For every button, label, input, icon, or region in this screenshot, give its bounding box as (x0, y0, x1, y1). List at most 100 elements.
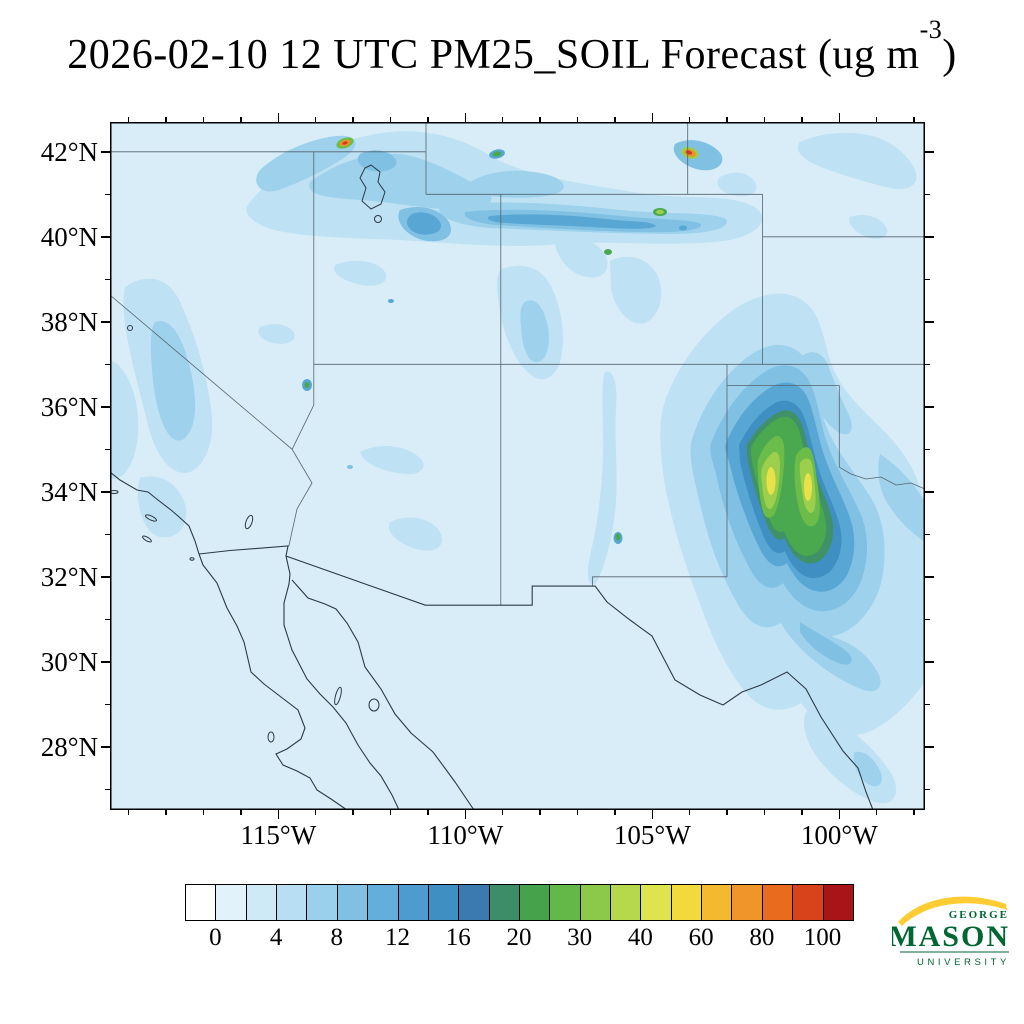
colorbar-cell (428, 885, 459, 920)
state-borders (110, 122, 925, 606)
colorbar-cell (368, 885, 398, 920)
tick-mark (105, 448, 110, 450)
colorbar-cell (519, 885, 550, 920)
great-salt-lake (359, 164, 386, 210)
figure-title-text: 2026-02-10 12 UTC PM25_SOIL Forecast (ug… (67, 32, 920, 78)
tiburon-island (368, 698, 380, 712)
tick-mark (614, 117, 616, 122)
colorbar-cell (307, 885, 337, 920)
colorbar (185, 884, 854, 921)
tick-mark (105, 193, 110, 195)
colorbar-cell (246, 885, 277, 920)
colorbar-tick-label: 40 (627, 924, 653, 951)
gmu-logo: GEORGE MASON UNIVERSITY (888, 888, 1018, 974)
colorbar-tick-label: 12 (385, 924, 411, 951)
map-frame (110, 122, 925, 810)
tick-mark (838, 810, 841, 819)
colorbar-tick-label: 0 (209, 924, 222, 951)
tick-mark (651, 810, 654, 819)
tick-mark (925, 321, 934, 323)
tick-mark (925, 491, 934, 493)
tick-mark (314, 810, 317, 815)
y-axis-tick-label: 40°N (40, 221, 98, 252)
tick-mark (277, 113, 280, 122)
tick-mark (105, 278, 110, 280)
y-axis-tick-label: 30°N (40, 646, 98, 677)
figure-title-exponent: -3 (919, 15, 943, 44)
tick-mark (838, 113, 841, 122)
tick-mark (801, 810, 803, 815)
tick-mark (101, 746, 110, 748)
forecast-map (110, 122, 925, 810)
tick-mark (105, 703, 110, 705)
tick-mark (925, 703, 930, 705)
y-axis-tick-label: 32°N (40, 561, 98, 592)
tick-mark (202, 810, 205, 815)
colorbar-tick-label: 60 (688, 924, 714, 951)
baja-gulf-coastline (283, 555, 400, 810)
tick-mark (726, 117, 728, 122)
colorbar-cell (793, 885, 823, 920)
tick-mark (763, 117, 766, 122)
tick-mark (202, 117, 205, 122)
colorbar-cell (337, 885, 368, 920)
tick-mark (925, 533, 930, 535)
tick-mark (925, 406, 934, 408)
colorbar-cell (216, 885, 246, 920)
tick-mark (127, 810, 130, 815)
tick-mark (913, 810, 915, 815)
y-axis-tick-label: 38°N (40, 306, 98, 337)
tick-mark (101, 236, 110, 238)
tick-mark (539, 810, 541, 815)
mono-lake (127, 325, 133, 331)
y-axis-tick-label: 34°N (40, 476, 98, 507)
tick-mark (614, 810, 616, 815)
tick-mark (240, 810, 242, 815)
tick-mark (101, 491, 110, 493)
tick-mark (427, 117, 429, 122)
plot-frame (110, 122, 925, 810)
lakes-and-islands (110, 164, 386, 743)
tick-mark (925, 151, 934, 153)
colorbar-cell (823, 885, 853, 920)
tick-mark (127, 117, 130, 122)
tick-mark (925, 448, 930, 450)
utah-lake (374, 215, 382, 223)
tick-mark (925, 236, 934, 238)
dust-level-40-50 (766, 467, 812, 501)
tick-mark (913, 117, 915, 122)
colorbar-cell (398, 885, 428, 920)
y-axis-tick-label: 36°N (40, 391, 98, 422)
baja-pacific-coastline (198, 553, 348, 810)
x-axis-tick-label: 105°W (613, 820, 691, 850)
tick-mark (576, 810, 579, 815)
tick-mark (464, 810, 467, 819)
figure-title-close: ) (942, 32, 957, 78)
colorbar-cell (671, 885, 702, 920)
channel-island (110, 490, 119, 494)
tick-mark (576, 117, 579, 122)
colorbar-tick-label: 4 (269, 924, 283, 951)
tick-mark (925, 746, 934, 748)
tick-mark (101, 406, 110, 408)
tick-mark (389, 117, 392, 122)
tick-mark (105, 533, 110, 535)
tick-mark (925, 278, 930, 280)
california-coastline (110, 471, 200, 555)
colorbar-cell (580, 885, 611, 920)
angel-de-la-guarda-island (334, 686, 342, 706)
sonora-coastline (291, 579, 475, 810)
tick-mark (925, 363, 930, 365)
colorbar-cell (762, 885, 793, 920)
x-axis-tick-label: 100°W (800, 820, 878, 850)
logo-swoosh-icon (898, 896, 1007, 926)
tick-mark (501, 117, 504, 122)
colorbar-cell (611, 885, 641, 920)
tick-mark (277, 810, 280, 819)
tick-mark (925, 788, 930, 790)
colorbar-tick-label: 30 (567, 924, 593, 951)
tick-mark (101, 661, 110, 663)
salton-sea (244, 514, 254, 530)
tick-mark (726, 810, 728, 815)
